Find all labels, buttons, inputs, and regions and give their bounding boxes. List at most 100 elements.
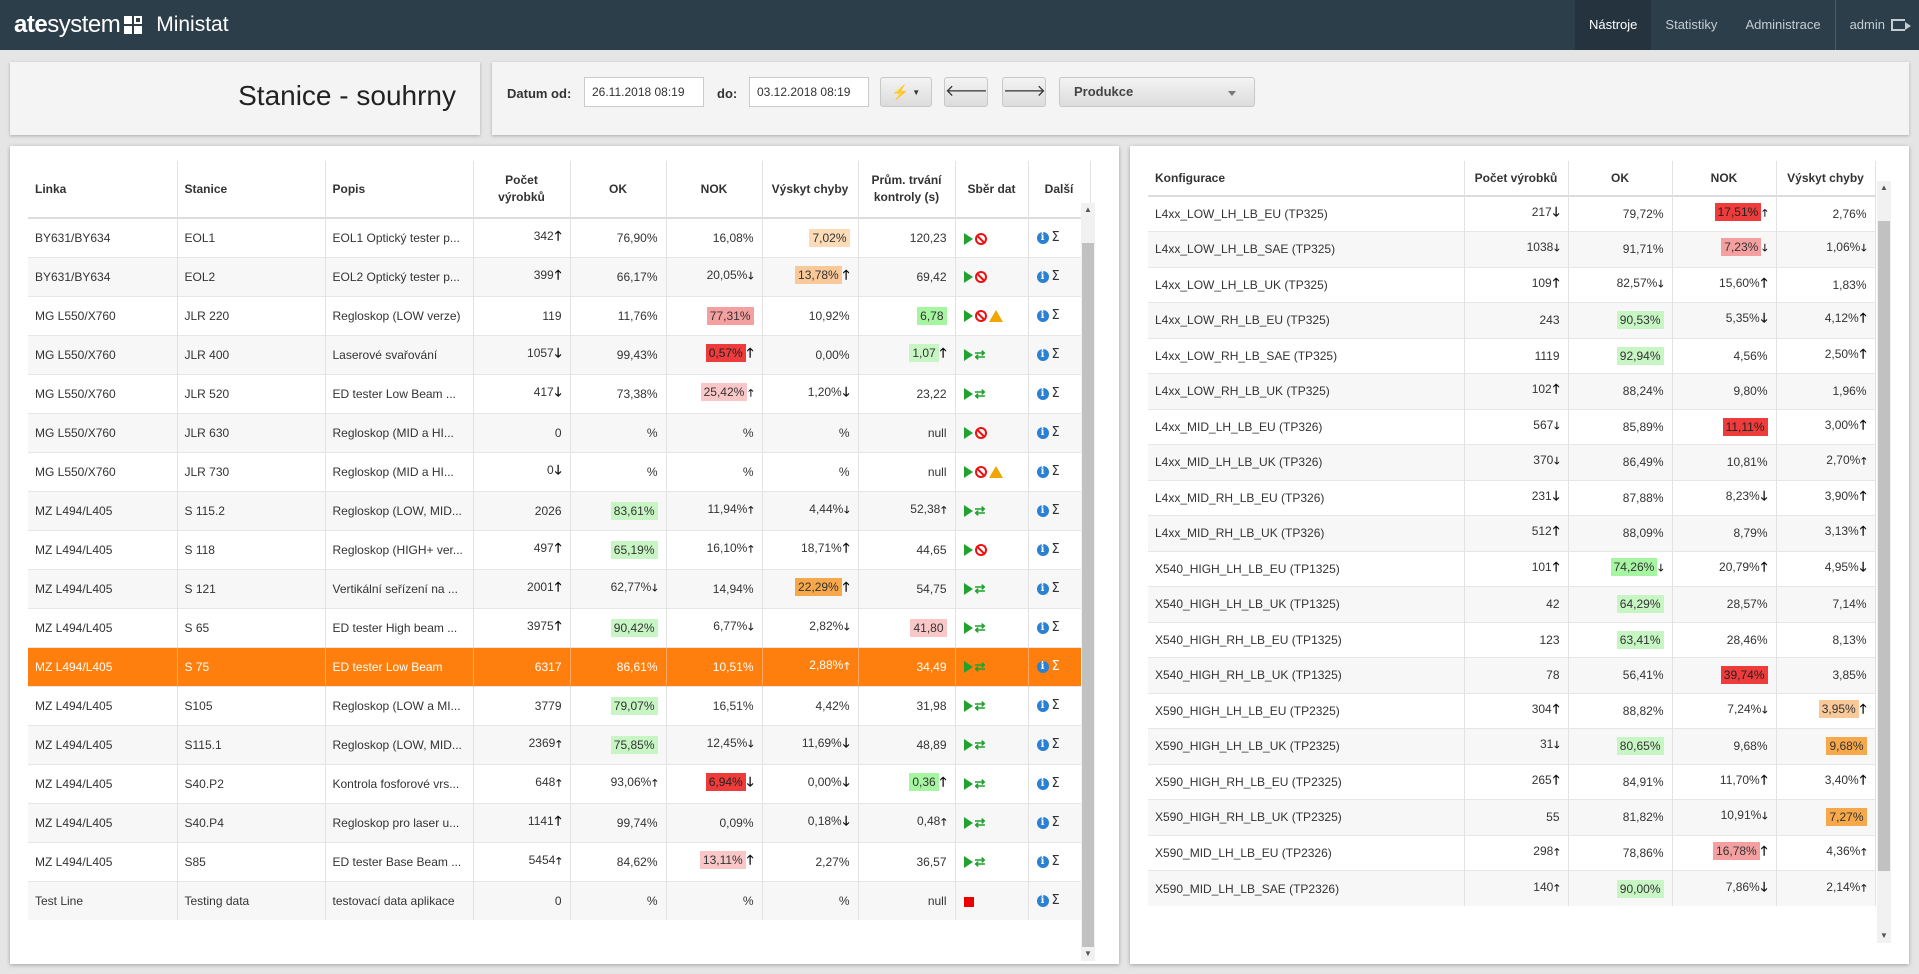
config-row[interactable]: L4xx_MID_LH_LB_EU (TP326) 567🡓 85,89% 11,11… (1148, 408, 1876, 445)
ban-icon[interactable] (974, 544, 987, 557)
station-row[interactable]: MZ L494/L405 S40.P2 Kontrola fosforové vrs… (28, 763, 1091, 803)
play-icon[interactable] (963, 856, 973, 869)
play-icon[interactable] (963, 778, 973, 791)
ban-icon[interactable] (974, 310, 987, 323)
config-scrollbar[interactable]: ▲ ▼ (1877, 181, 1891, 943)
config-row[interactable]: X590_HIGH_RH_LB_EU (TP2325) 265🡑 84,91% 11,… (1148, 763, 1876, 800)
info-icon[interactable]: i (1036, 231, 1049, 244)
config-row[interactable]: X540_HIGH_RH_LB_EU (TP1325) 123 63,41% 28,4… (1148, 621, 1876, 658)
user-logout-menu[interactable]: admin (1836, 0, 1919, 50)
sigma-icon[interactable]: Σ (1051, 893, 1060, 909)
warning-icon[interactable] (988, 310, 1003, 323)
col-linka[interactable]: Linka (28, 161, 178, 219)
sigma-icon[interactable]: Σ (1051, 503, 1060, 519)
sigma-icon[interactable]: Σ (1051, 815, 1060, 831)
config-row[interactable]: X540_HIGH_LH_LB_UK (TP1325) 42 64,29% 28,57… (1148, 586, 1876, 622)
sync-arrows-icon[interactable]: ⇄ (974, 386, 986, 402)
station-row[interactable]: MZ L494/L405 S 121 Vertikální seřízení na … (28, 568, 1091, 608)
station-row[interactable]: MG L550/X760 JLR 730 Regloskop (MID a HI..… (28, 451, 1091, 491)
info-icon[interactable]: i (1036, 738, 1049, 751)
sync-arrows-icon[interactable]: ⇄ (974, 776, 986, 792)
config-row[interactable]: X590_MID_LH_LB_EU (TP2326) 298🡑 78,86% 16,7… (1148, 834, 1876, 871)
station-row[interactable]: MZ L494/L405 S115.1 Regloskop (LOW, MID...… (28, 724, 1091, 764)
stations-scrollbar[interactable]: ▲ ▼ (1081, 203, 1095, 961)
sync-arrows-icon[interactable]: ⇄ (974, 347, 986, 363)
config-row[interactable]: L4xx_LOW_RH_LB_EU (TP325) 243 90,53% 5,35%🡓… (1148, 302, 1876, 338)
col-popis[interactable]: Popis (325, 161, 474, 219)
info-icon[interactable]: i (1036, 699, 1049, 712)
play-icon[interactable] (963, 817, 973, 830)
col-dalsi[interactable]: Další (1028, 161, 1091, 219)
sigma-icon[interactable]: Σ (1051, 347, 1060, 363)
scroll-up-icon[interactable]: ▲ (1084, 205, 1092, 214)
brand-logo[interactable]: ate system Ministat (14, 9, 229, 41)
info-icon[interactable]: i (1036, 660, 1049, 673)
scroll-thumb[interactable] (1082, 243, 1094, 947)
sigma-icon[interactable]: Σ (1051, 698, 1060, 714)
sync-arrows-icon[interactable]: ⇄ (974, 854, 986, 870)
col-nok[interactable]: NOK (666, 161, 763, 219)
info-icon[interactable]: i (1036, 387, 1049, 400)
sync-arrows-icon[interactable]: ⇄ (974, 659, 986, 675)
previous-range-button[interactable]: 🡐 (944, 77, 988, 107)
info-icon[interactable]: i (1036, 582, 1049, 595)
play-icon[interactable] (963, 739, 973, 752)
station-row[interactable]: MZ L494/L405 S 118 Regloskop (HIGH+ ver...… (28, 529, 1091, 569)
ban-icon[interactable] (974, 271, 987, 284)
info-icon[interactable]: i (1036, 348, 1049, 361)
sigma-icon[interactable]: Σ (1051, 620, 1060, 636)
sigma-icon[interactable]: Σ (1051, 659, 1060, 675)
nav-item-nastroje[interactable]: Nástroje (1575, 0, 1652, 50)
nav-item-administrace[interactable]: Administrace (1745, 17, 1821, 32)
ban-icon[interactable] (974, 427, 987, 440)
config-row[interactable]: X590_MID_LH_LB_SAE (TP2326) 140🡑 90,00% 7,8… (1148, 870, 1876, 906)
config-row[interactable]: L4xx_LOW_RH_LB_UK (TP325) 102🡑 88,24% 9,80%… (1148, 373, 1876, 409)
col-ok[interactable]: OK (1568, 161, 1673, 197)
info-icon[interactable]: i (1036, 426, 1049, 439)
info-icon[interactable]: i (1036, 894, 1049, 907)
col-prum[interactable]: Prům. trvání kontroly (s) (858, 161, 956, 219)
sigma-icon[interactable]: Σ (1051, 737, 1060, 753)
sigma-icon[interactable]: Σ (1051, 542, 1060, 558)
config-row[interactable]: X590_HIGH_LH_LB_EU (TP2325) 304🡑 88,82% 7,2… (1148, 692, 1876, 729)
sync-arrows-icon[interactable]: ⇄ (974, 737, 986, 753)
sigma-icon[interactable]: Σ (1051, 776, 1060, 792)
play-icon[interactable] (963, 544, 973, 557)
sigma-icon[interactable]: Σ (1051, 854, 1060, 870)
station-row[interactable]: MZ L494/L405 S 65 ED tester High beam ... 3… (28, 607, 1091, 647)
col-vyskyt[interactable]: Výskyt chyby (1776, 161, 1876, 197)
play-icon[interactable] (963, 466, 973, 479)
info-icon[interactable]: i (1036, 465, 1049, 478)
nav-item-statistiky[interactable]: Statistiky (1665, 17, 1718, 32)
station-row[interactable]: MZ L494/L405 S40.P4 Regloskop pro laser u.… (28, 802, 1091, 842)
station-row[interactable]: BY631/BY634 EOL2 EOL2 Optický tester p... 3… (28, 256, 1091, 296)
config-row[interactable]: L4xx_LOW_LH_LB_EU (TP325) 217🡓 79,72% 17,51… (1148, 195, 1876, 232)
col-pocet[interactable]: Počet výrobků (1464, 161, 1569, 197)
scroll-down-icon[interactable]: ▼ (1880, 931, 1888, 940)
station-row[interactable]: MG L550/X760 JLR 520 ED tester Low Beam ..… (28, 373, 1091, 413)
play-icon[interactable] (963, 232, 973, 245)
play-icon[interactable] (963, 271, 973, 284)
col-nok[interactable]: NOK (1672, 161, 1777, 197)
col-pocet[interactable]: Počet výrobků (473, 161, 571, 219)
sync-arrows-icon[interactable]: ⇄ (974, 815, 986, 831)
station-row[interactable]: MZ L494/L405 S85 ED tester Base Beam ... 54… (28, 841, 1091, 881)
station-row[interactable]: BY631/BY634 EOL1 EOL1 Optický tester p... 3… (28, 217, 1091, 257)
config-row[interactable]: X540_HIGH_RH_LB_UK (TP1325) 78 56,41% 39,74… (1148, 657, 1876, 693)
sigma-icon[interactable]: Σ (1051, 230, 1060, 246)
col-konfigurace[interactable]: Konfigurace (1148, 161, 1465, 197)
station-row[interactable]: MZ L494/L405 S105 Regloskop (LOW a MI... 37… (28, 685, 1091, 725)
station-row[interactable]: MG L550/X760 JLR 220 Regloskop (LOW verze)… (28, 295, 1091, 335)
next-range-button[interactable]: 🡒 (1002, 77, 1046, 107)
station-row[interactable]: MZ L494/L405 S 75 ED tester Low Beam 6317 86… (28, 646, 1091, 686)
config-row[interactable]: X590_HIGH_RH_LB_UK (TP2325) 55 81,82% 10,91… (1148, 799, 1876, 835)
config-row[interactable]: L4xx_MID_RH_LB_UK (TP326) 512🡑 88,09% 8,79%… (1148, 515, 1876, 551)
config-row[interactable]: L4xx_LOW_LH_LB_SAE (TP325) 1038🡓 91,71% 7,2… (1148, 231, 1876, 267)
sigma-icon[interactable]: Σ (1051, 386, 1060, 402)
play-icon[interactable] (963, 661, 973, 674)
config-row[interactable]: L4xx_LOW_RH_LB_SAE (TP325) 1119 92,94% 4,56… (1148, 337, 1876, 374)
play-icon[interactable] (963, 583, 973, 596)
play-icon[interactable] (963, 310, 973, 323)
info-icon[interactable]: i (1036, 777, 1049, 790)
sigma-icon[interactable]: Σ (1051, 425, 1060, 441)
